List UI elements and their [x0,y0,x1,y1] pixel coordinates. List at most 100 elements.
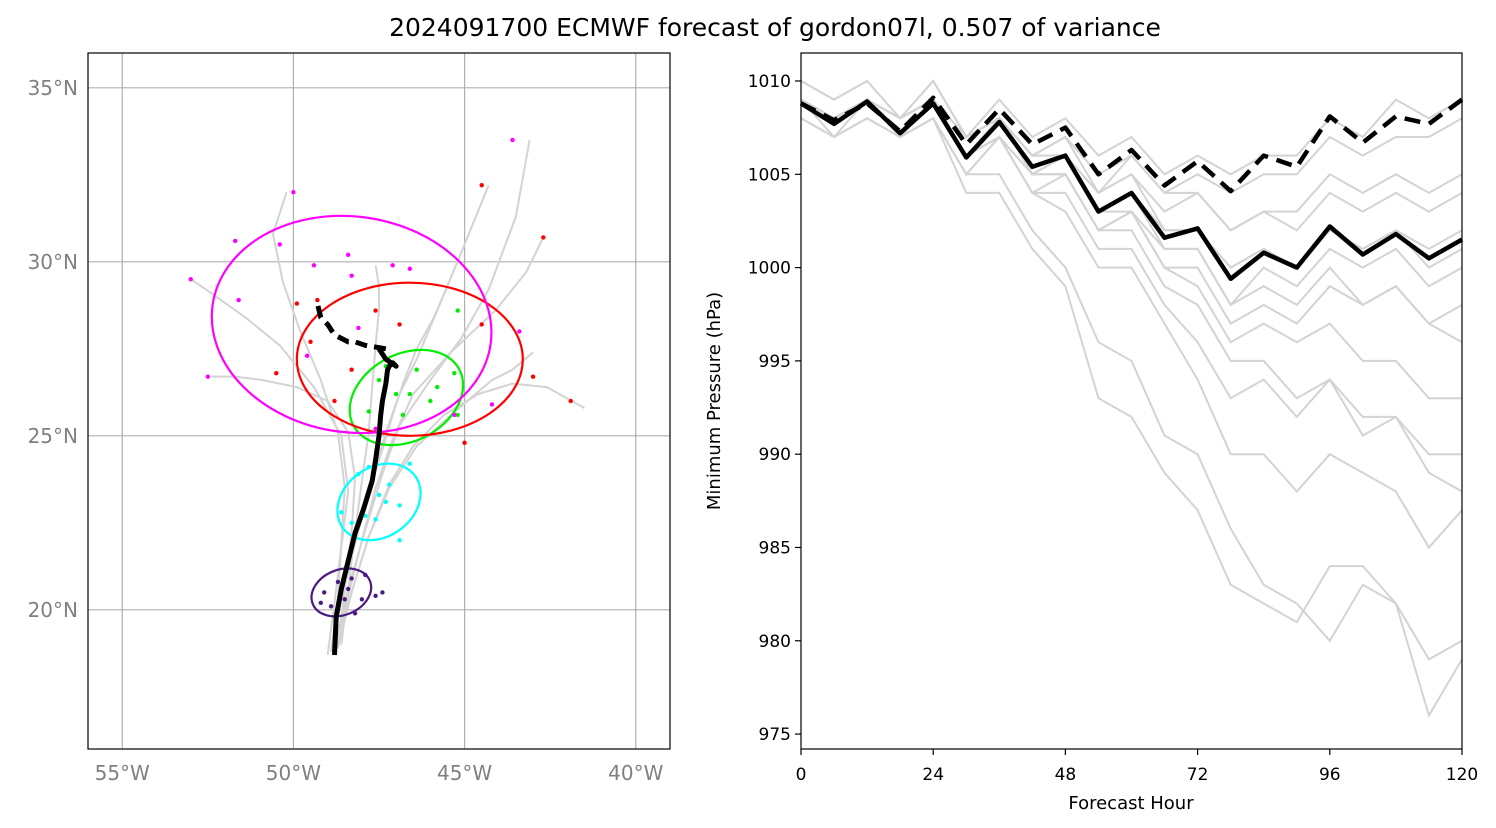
ensemble-position [376,377,382,383]
ensemble-track [336,382,585,649]
ensemble-position [274,370,279,376]
ensemble-position [517,329,522,334]
y-tick-label: 990 [759,445,791,465]
figure-title: 2024091700 ECMWF forecast of gordon07l, … [389,13,1161,42]
map-y-tick-label: 35°N [28,76,78,100]
y-tick-label: 995 [759,352,791,372]
x-tick-label: 48 [1055,765,1077,785]
ensemble-position [462,440,467,445]
ensemble-position [393,391,399,397]
ensemble-position [233,238,238,244]
y-tick-label: 975 [759,725,791,745]
map-frame [87,52,671,750]
map-x-tick-label: 55°W [95,761,150,785]
ensemble-position [373,426,378,432]
ensemble-position [311,263,317,268]
ensemble-position [363,572,368,578]
y-tick-label: 985 [759,538,791,558]
solid-pressure-line [799,99,1464,282]
ensemble-position [366,464,371,470]
ensemble-position [455,308,460,313]
ensemble-position [308,339,313,345]
ensemble-position [304,353,310,358]
ensemble-position [339,510,344,515]
uncertainty-ellipse [336,462,422,542]
mean-track-dashed [314,302,387,352]
ensemble-member-line [800,98,1463,661]
ensemble-position [383,499,389,505]
ensemble-position [479,322,484,327]
y-tick-label: 1010 [748,72,791,92]
y-axis-label: Minimum Pressure (hPa) [704,292,725,510]
track-map-panel: 55°W 50°W 45°W 40°W 20°N 25°N 30°N 35°N [28,52,671,785]
intensity-frame [800,52,1463,750]
ensemble-member-line [800,97,1463,550]
ensemble-position [294,301,300,306]
ensemble-position [363,513,368,519]
ensemble-position [541,235,546,240]
map-y-tick-label: 25°N [28,424,78,448]
ensemble-position [277,242,282,247]
ensemble-position [568,398,573,404]
ensemble-position [352,611,358,616]
ensemble-position [356,471,361,477]
ensemble-position [380,590,385,595]
x-tick-label: 96 [1319,765,1341,785]
ensemble-members [800,79,1463,718]
intensity-ticks: 0 24 48 72 96 120 975 980 985 990 995 1000 1005 1010 [748,72,1478,785]
map-gridlines [88,53,670,749]
ensemble-position [349,273,354,278]
ensemble-position [356,325,361,331]
x-axis-label: Forecast Hour [1068,793,1194,814]
ensemble-position [387,482,392,487]
ensemble-position [205,374,211,379]
dashed-pressure-line [799,95,1464,194]
x-tick-label: 0 [796,765,807,785]
mean-track-solid [331,347,399,656]
mean-track [314,302,399,656]
ensemble-position [407,391,413,397]
map-y-tick-label: 20°N [28,598,78,622]
ensemble-position [349,576,354,581]
uncertainty-ellipse [295,281,524,437]
ensemble-member-line [800,97,1463,269]
x-tick-label: 120 [1446,765,1478,785]
ensemble-position [479,183,484,188]
uncertainty-ellipse [310,567,373,618]
intensity-series [799,95,1464,282]
map-x-tick-label: 40°W [608,761,663,785]
uncertainty-ellipse [348,348,465,447]
ensemble-position [397,322,402,327]
ensemble-member-line [800,79,1463,269]
ensemble-track [333,236,545,652]
ensemble-position [452,412,457,418]
y-tick-label: 1005 [748,165,791,185]
ensemble-position [373,593,378,599]
ensemble-member-line [800,98,1463,195]
ensemble-position [397,503,402,508]
ensemble-position [342,597,347,602]
ensemble-member-line [800,98,1463,493]
ensemble-position [328,604,334,609]
ensemble-position [315,297,320,303]
ensemble-position [397,538,402,543]
ensemble-position [335,579,341,585]
intensity-panel: 0 24 48 72 96 120975980985990995100010051010 … [704,52,1478,814]
y-tick-label: 1000 [748,259,791,279]
uncertainty-ellipse [210,214,493,435]
ensemble-position [349,367,354,372]
ensemble-position [236,297,241,303]
ensemble-tracks [190,139,585,656]
ensemble-position [510,137,515,143]
ensemble-position [428,398,433,404]
ensemble-position [366,409,371,414]
ensemble-position [188,277,193,282]
ensemble-track [271,191,346,652]
ensemble-position [530,374,536,379]
ensemble-position [291,190,296,195]
x-tick-label: 24 [922,765,944,785]
y-tick-label: 980 [759,632,791,652]
ensemble-position [407,461,413,466]
ensemble-track [340,265,380,645]
